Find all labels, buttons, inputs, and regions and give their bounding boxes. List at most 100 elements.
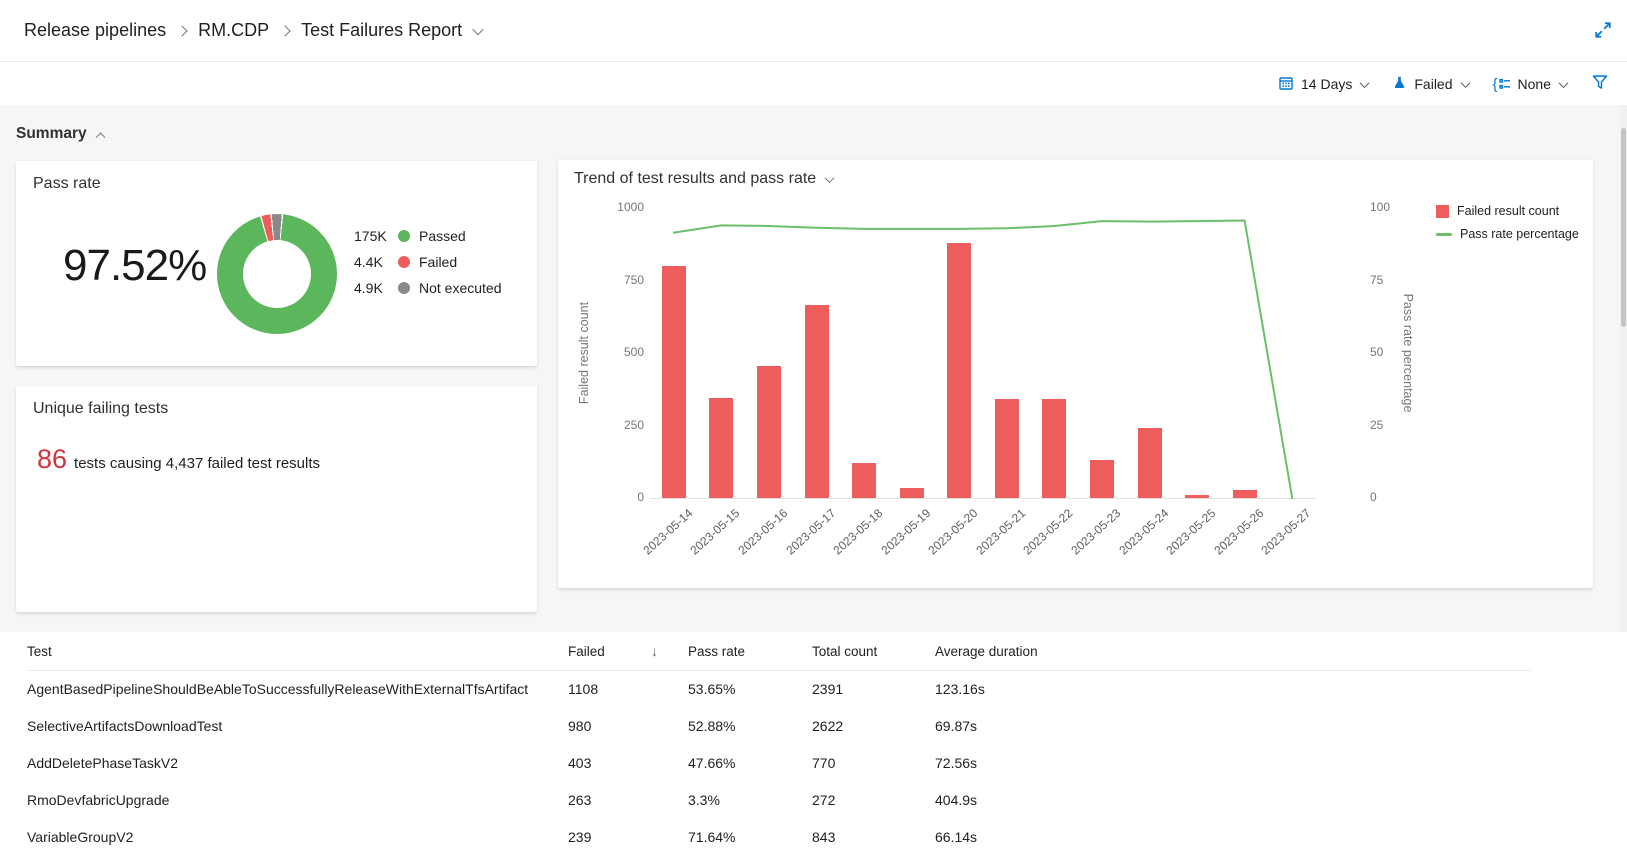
vertical-scrollbar-thumb[interactable] (1621, 128, 1626, 327)
calendar-icon (1278, 75, 1294, 94)
funnel-filter-icon[interactable] (1591, 73, 1609, 96)
column-header-failed[interactable]: Failed ↓ (568, 643, 688, 659)
pass-rate-donut-chart[interactable] (217, 214, 337, 334)
column-header-test[interactable]: Test (27, 643, 52, 659)
legend-item-pass-rate-percentage: Pass rate percentage (1436, 227, 1579, 241)
cell-failed: 263 (568, 791, 592, 808)
breadcrumb-item-release-pipelines[interactable]: Release pipelines (24, 20, 167, 40)
left-axis-tick: 250 (623, 417, 644, 432)
group-by-icon: { (1493, 77, 1511, 92)
chevron-down-icon (1460, 77, 1470, 88)
left-axis-tick: 1000 (617, 200, 644, 214)
column-header-total-count[interactable]: Total count (812, 643, 878, 659)
cell-average-duration: 66.14s (935, 828, 978, 845)
cell-pass-rate: 47.66% (688, 754, 736, 771)
legend-item-passed: 175K Passed (354, 223, 502, 249)
breadcrumb-separator-icon (279, 24, 291, 37)
duration-filter-dropdown[interactable]: 14 Days (1278, 75, 1370, 94)
unique-failing-tests-text: tests causing 4,437 failed test results (74, 455, 321, 472)
failed-count-bar-2023-05-25[interactable] (1185, 494, 1210, 498)
left-axis-title: Failed result count (577, 301, 591, 405)
failed-count-bar-2023-05-18[interactable] (852, 463, 877, 498)
group-by-label: None (1517, 76, 1551, 92)
outcome-filter-dropdown[interactable]: Failed (1392, 75, 1470, 93)
unique-failing-tests-summary: 86 tests causing 4,437 failed test resul… (37, 444, 320, 475)
cell-test: VariableGroupV2 (27, 828, 134, 845)
failed-count-bar-2023-05-26[interactable] (1232, 489, 1257, 498)
column-header-pass-rate[interactable]: Pass rate (688, 643, 746, 659)
failed-count-bar-2023-05-17[interactable] (804, 305, 829, 498)
group-by-dropdown[interactable]: { None (1493, 76, 1569, 92)
x-axis-label-2023-05-15: 2023-05-15 (687, 506, 743, 558)
duration-filter-label: 14 Days (1301, 76, 1353, 92)
summary-title: Summary (16, 125, 87, 142)
failed-count-bar-2023-05-21[interactable] (994, 399, 1019, 498)
legend-label: Not executed (419, 280, 502, 296)
table-row[interactable]: AddDeletePhaseTaskV2 403 47.66% 770 72.56s (0, 744, 1627, 781)
expand-icon[interactable] (1593, 20, 1613, 40)
x-axis-label-2023-05-25: 2023-05-25 (1163, 506, 1219, 558)
x-axis-label-2023-05-20: 2023-05-20 (925, 506, 981, 558)
table-row[interactable]: VariableGroupV2 239 71.64% 843 66.14s (0, 818, 1627, 855)
cell-failed: 239 (568, 828, 592, 845)
table-header-divider (27, 670, 1531, 671)
right-axis-tick: 100 (1370, 200, 1391, 214)
x-axis-label-2023-05-26: 2023-05-26 (1210, 506, 1266, 558)
legend-swatch (1436, 232, 1452, 236)
chevron-up-icon (95, 131, 106, 142)
x-axis-label-2023-05-27: 2023-05-27 (1258, 506, 1314, 558)
legend-label: Pass rate percentage (1460, 227, 1579, 241)
unique-failing-tests-title: Unique failing tests (33, 400, 169, 417)
filter-toolbar: 14 Days Failed { None (0, 63, 1627, 105)
breadcrumb-item-pipeline[interactable]: RM.CDP (198, 20, 270, 40)
legend-color-dot (398, 282, 410, 294)
summary-collapse-toggle[interactable]: Summary (16, 125, 106, 143)
cell-failed: 980 (568, 717, 592, 734)
right-axis-tick: 25 (1370, 417, 1384, 432)
cell-average-duration: 72.56s (935, 754, 978, 771)
cell-test: AddDeletePhaseTaskV2 (27, 754, 178, 771)
pass-rate-legend: 175K Passed 4.4K Failed 4.9K Not executed (354, 223, 502, 301)
left-axis-tick: 750 (623, 272, 644, 287)
failed-count-bar-2023-05-22[interactable] (1042, 399, 1067, 498)
table-row[interactable]: AgentBasedPipelineShouldBeAbleToSuccessf… (0, 670, 1627, 707)
right-axis-tick: 50 (1370, 345, 1384, 359)
left-axis-tick: 0 (637, 490, 644, 504)
table-body: AgentBasedPipelineShouldBeAbleToSuccessf… (0, 670, 1627, 855)
x-axis-label-2023-05-21: 2023-05-21 (973, 506, 1029, 558)
chevron-down-icon (1359, 77, 1370, 88)
cell-average-duration: 404.9s (935, 791, 978, 808)
table-row[interactable]: SelectiveArtifactsDownloadTest 980 52.88% 2… (0, 707, 1627, 744)
column-header-average-duration[interactable]: Average duration (935, 643, 1038, 659)
sort-descending-icon[interactable]: ↓ (651, 643, 658, 659)
cell-total-count: 272 (812, 791, 836, 808)
table-row[interactable]: RmoDevfabricUpgrade 263 3.3% 272 404.9s (0, 781, 1627, 818)
failed-count-bar-2023-05-16[interactable] (756, 366, 781, 498)
right-axis-title: Pass rate percentage (1401, 293, 1415, 413)
vertical-scrollbar-track[interactable] (1620, 105, 1627, 632)
x-axis-label-2023-05-19: 2023-05-19 (877, 506, 933, 558)
legend-swatch (1436, 204, 1449, 218)
failed-count-bar-2023-05-14[interactable] (661, 266, 686, 498)
legend-item-failed-result-count: Failed result count (1436, 204, 1579, 218)
cell-failed: 403 (568, 754, 592, 771)
failed-count-bar-2023-05-23[interactable] (1089, 460, 1114, 498)
breadcrumb-item-report[interactable]: Test Failures Report (301, 20, 463, 40)
legend-value: 175K (354, 228, 387, 244)
legend-color-dot (398, 256, 410, 268)
failed-count-bar-2023-05-24[interactable] (1137, 428, 1162, 498)
failed-count-bar-2023-05-19[interactable] (899, 487, 924, 498)
unique-failing-tests-count: 86 (37, 444, 68, 474)
failed-count-bar-2023-05-20[interactable] (947, 242, 972, 498)
table-header-row: Test Failed ↓ Pass rate Total count Aver… (0, 632, 1627, 671)
left-axis-tick: 500 (623, 345, 644, 359)
legend-label: Failed result count (1457, 204, 1560, 218)
outcome-filter-label: Failed (1414, 76, 1453, 92)
failed-count-bar-2023-05-15[interactable] (709, 398, 734, 498)
donut-hole (243, 240, 311, 308)
summary-section: Summary Pass rate 97.52% 175K Passed 4.4K F… (0, 105, 1627, 632)
chevron-down-icon[interactable] (472, 23, 484, 35)
chevron-down-icon[interactable] (824, 172, 835, 183)
cell-test: SelectiveArtifactsDownloadTest (27, 717, 223, 734)
legend-value: 4.4K (354, 254, 383, 270)
